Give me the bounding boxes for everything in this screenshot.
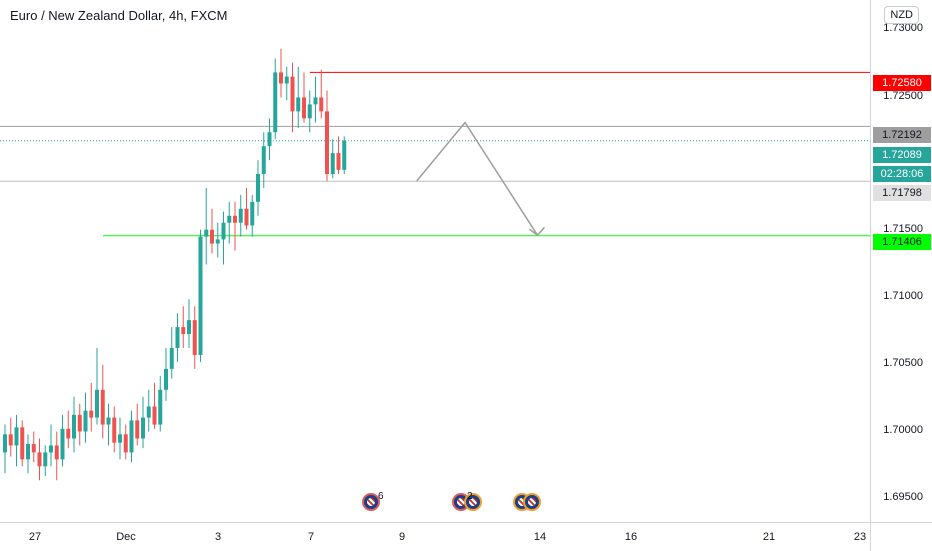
candle-body	[319, 97, 324, 112]
candle-body	[181, 327, 186, 335]
candle-body	[141, 417, 145, 439]
candle-body	[342, 140, 347, 170]
axis-corner	[870, 522, 932, 551]
candle-body	[72, 414, 76, 439]
resistance-price-label: 1.72580	[873, 75, 931, 91]
candle-body	[336, 153, 341, 170]
arrow-head	[529, 226, 546, 237]
candle-body	[123, 434, 128, 453]
candle-body	[204, 229, 209, 237]
target-price-label: 1.71406	[873, 234, 931, 250]
candle-body	[313, 97, 318, 105]
time-tick: 3	[214, 531, 222, 543]
candle-body	[215, 239, 220, 244]
time-tick: 23	[853, 531, 867, 543]
event-count: 6	[378, 491, 384, 502]
candle-body	[307, 104, 312, 119]
horizontal-level-price-label: 1.72192	[873, 127, 931, 143]
candle-body	[152, 406, 157, 425]
bar-countdown-label: 02:28:06	[873, 166, 931, 182]
candle-body	[187, 320, 191, 335]
time-tick: Dec	[116, 531, 136, 543]
symbol-title: Euro / New Zealand Dollar, 4h, FXCM	[8, 8, 230, 23]
candlestick-chart	[0, 48, 870, 481]
price-tick: 1.70500	[883, 357, 923, 369]
candle-body	[175, 327, 180, 348]
candle-body	[146, 406, 151, 418]
time-tick: 27	[28, 531, 42, 543]
candle-body	[273, 72, 278, 133]
candle-body	[112, 417, 117, 443]
candle-body	[279, 72, 283, 84]
time-tick: 21	[762, 531, 776, 543]
price-axis[interactable]: NZD 1.73000 1.72500 1.71500 1.71000 1.70…	[870, 0, 932, 522]
time-axis[interactable]: 27 Dec 3 7 9 14 16 21 23	[0, 522, 870, 551]
chart-plot-area[interactable]: Euro / New Zealand Dollar, 4h, FXCM 6 2	[0, 0, 870, 522]
candle-body	[118, 434, 122, 443]
time-tick: 16	[624, 531, 638, 543]
candle-body	[83, 410, 88, 432]
candle-body	[77, 414, 82, 432]
candle-body	[256, 174, 260, 202]
candle-body	[66, 428, 71, 439]
candle-body	[164, 368, 168, 390]
candle-body	[31, 444, 36, 453]
candle-body	[89, 410, 94, 418]
flag-icon	[362, 493, 380, 511]
price-tick: 1.72500	[883, 90, 923, 102]
candle-body	[210, 229, 214, 244]
candle-body	[135, 420, 140, 439]
candle-body	[8, 434, 13, 446]
flag-icon	[464, 493, 482, 511]
currency-button[interactable]: NZD	[884, 6, 919, 24]
price-tick: 1.70000	[883, 424, 923, 436]
candle-body	[169, 348, 174, 369]
candle-body	[261, 146, 266, 174]
time-tick: 9	[398, 531, 406, 543]
candle-body	[227, 215, 232, 223]
last-price-label: 1.72089	[873, 147, 931, 163]
candle-body	[198, 236, 203, 355]
lower-level-price-label: 1.71798	[873, 185, 931, 201]
candle-body	[20, 427, 25, 460]
candle-body	[330, 153, 335, 174]
candle-body	[325, 111, 329, 174]
candle-body	[37, 452, 42, 467]
candle-body	[296, 97, 301, 112]
time-tick: 14	[533, 531, 547, 543]
candle-body	[290, 76, 295, 112]
candle-body	[250, 201, 255, 226]
candle-body	[106, 417, 111, 425]
price-tick: 1.73000	[883, 22, 923, 34]
candle-body	[14, 427, 19, 446]
candle-body	[100, 389, 105, 425]
candle-body	[221, 222, 226, 240]
candle-body	[158, 389, 163, 425]
candle-body	[302, 97, 306, 119]
candle-body	[267, 132, 272, 147]
candle-body	[49, 445, 53, 453]
candle-body	[3, 434, 7, 453]
price-tick: 1.71000	[883, 290, 923, 302]
candle-body	[244, 208, 249, 226]
price-tick: 1.71500	[883, 223, 923, 235]
candle-body	[43, 452, 48, 467]
candle-body	[129, 420, 134, 453]
candle-body	[60, 428, 65, 460]
price-tick: 1.69500	[883, 491, 923, 503]
candle-body	[238, 208, 243, 223]
time-tick: 7	[307, 531, 315, 543]
candle-body	[26, 444, 30, 460]
candle-body	[233, 215, 237, 223]
flag-icon	[523, 493, 541, 511]
candle-body	[54, 445, 59, 460]
projection-arrow	[416, 121, 539, 236]
candle-body	[95, 389, 99, 418]
candle-body	[284, 76, 289, 84]
candle-body	[192, 320, 197, 355]
event-count: 2	[467, 491, 473, 502]
